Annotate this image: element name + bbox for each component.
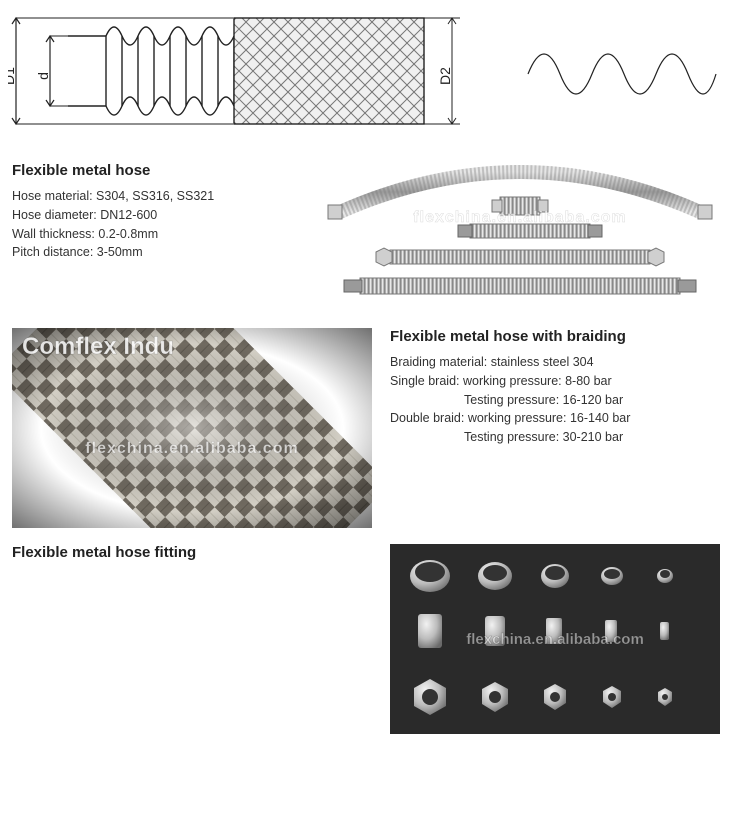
wave-profile [528,54,716,94]
long-hose-hex [390,250,650,264]
short-hose [470,224,590,238]
section3-heading: Flexible metal hose fitting [12,544,372,561]
spec-line: Single braid: working pressure: 8-80 bar [390,372,720,391]
watermark: flexchina.en.alibaba.com [413,209,626,226]
spec-line: Hose material: S304, SS316, SS321 [12,187,312,206]
watermark: flexchina.en.alibaba.com [85,440,298,457]
section-fitting: Flexible metal hose fitting [0,536,732,742]
section1-heading: Flexible metal hose [12,162,312,179]
section-braiding: Comflex Indu flexchina.en.alibaba.com Fl… [0,320,732,536]
section2-heading: Flexible metal hose with braiding [390,328,720,345]
watermark: flexchina.en.alibaba.com [466,631,644,648]
spec-line: Testing pressure: 30-210 bar [390,428,720,447]
fittings-grid-svg: flexchina.en.alibaba.com [390,544,720,734]
spec-line: Braiding material: stainless steel 304 [390,353,720,372]
technical-diagram: D1 d [0,0,732,154]
hose-samples-svg: flexchina.en.alibaba.com [320,162,720,312]
spec-line: Wall thickness: 0.2-0.8mm [12,225,312,244]
braid-closeup-svg: Comflex Indu flexchina.en.alibaba.com [12,328,372,528]
corner-brand-text: Comflex Indu [22,333,174,360]
longest-hose [360,278,680,294]
section-flexible-metal-hose: Flexible metal hose Hose material: S304,… [0,154,732,320]
label-D1: D1 [8,67,17,85]
spec-line: Pitch distance: 3-50mm [12,243,312,262]
spec-line: Double braid: working pressure: 16-140 b… [390,409,720,428]
spec-line: Hose diameter: DN12-600 [12,206,312,225]
label-D2: D2 [437,67,453,85]
hose-cross-section-svg: D1 d [8,4,724,144]
spec-line: Testing pressure: 16-120 bar [390,391,720,410]
braid-hatch-block [234,18,424,124]
label-d: d [35,72,51,80]
corrugation [106,27,234,115]
